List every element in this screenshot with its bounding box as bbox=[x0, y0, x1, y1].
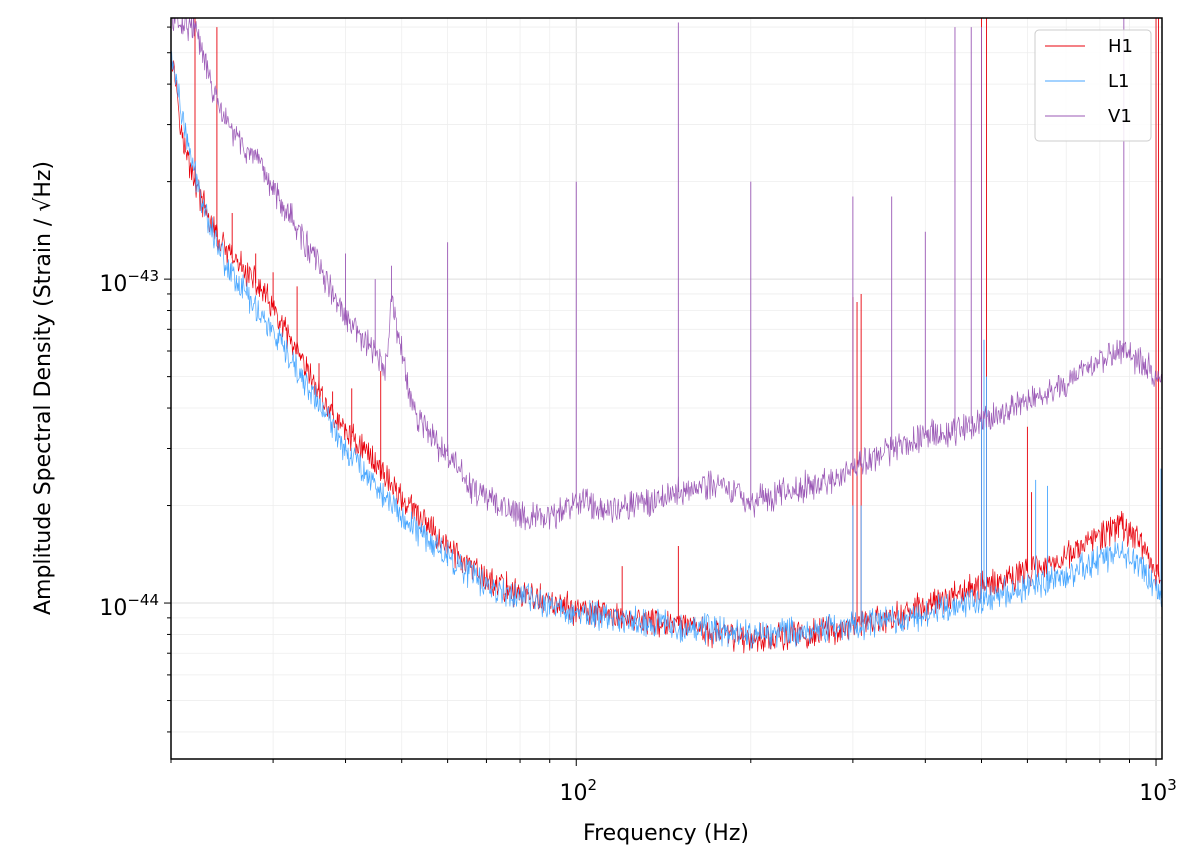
legend-label-l1: L1 bbox=[1108, 71, 1129, 92]
series-line-h1 bbox=[171, 56, 1162, 654]
series-line-l1 bbox=[171, 51, 1162, 650]
x-tick-label: 103 bbox=[1139, 776, 1177, 806]
legend-label-v1: V1 bbox=[1108, 106, 1132, 127]
series-line-v1 bbox=[171, 18, 1162, 531]
legend: H1 L1 V1 bbox=[1034, 29, 1152, 142]
series-l1 bbox=[171, 51, 1162, 650]
axis-ticks: 102 103 10−44 10−43 bbox=[99, 26, 1177, 806]
x-tick-label: 102 bbox=[559, 776, 597, 806]
legend-box bbox=[1034, 29, 1152, 142]
series-layer bbox=[171, 18, 1162, 654]
series-v1 bbox=[171, 18, 1162, 531]
y-tick-label: 10−43 bbox=[99, 267, 159, 297]
legend-label-h1: H1 bbox=[1108, 36, 1133, 57]
plot-frame bbox=[170, 17, 1163, 760]
y-tick-label: 10−44 bbox=[99, 591, 159, 621]
x-axis-label: Frequency (Hz) bbox=[583, 821, 749, 846]
y-axis-label: Amplitude Spectral Density (Strain / √Hz… bbox=[31, 161, 56, 615]
